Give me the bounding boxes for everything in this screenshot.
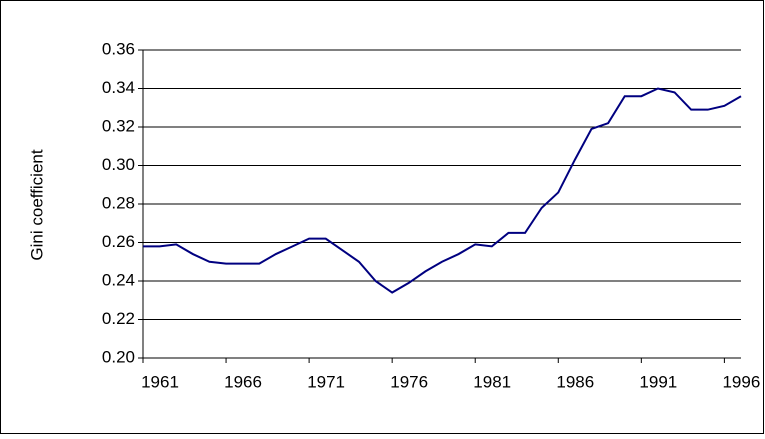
x-tick-label: 1986 [556, 372, 594, 391]
x-tick-label: 1971 [307, 372, 345, 391]
y-tick-label: 0.32 [102, 116, 135, 135]
y-tick-label: 0.34 [102, 78, 135, 97]
x-tick-label: 1976 [390, 372, 428, 391]
data-line [143, 87, 742, 294]
y-tick-label: 0.30 [102, 155, 135, 174]
x-tick-label: 1991 [639, 372, 677, 391]
y-tick-label: 0.36 [102, 39, 135, 58]
x-tick-label: 1981 [473, 372, 511, 391]
y-tick-label: 0.26 [102, 232, 135, 251]
x-tick-label: 1961 [141, 372, 179, 391]
y-tick-label: 0.24 [102, 270, 135, 289]
x-tick-label: 1966 [224, 372, 262, 391]
y-tick-label: 0.20 [102, 347, 135, 366]
x-tick-label: 1996 [722, 372, 760, 391]
y-tick-label: 0.28 [102, 193, 135, 212]
y-tick-label: 0.22 [102, 309, 135, 328]
y-axis-label: Gini coefficient [27, 149, 46, 260]
